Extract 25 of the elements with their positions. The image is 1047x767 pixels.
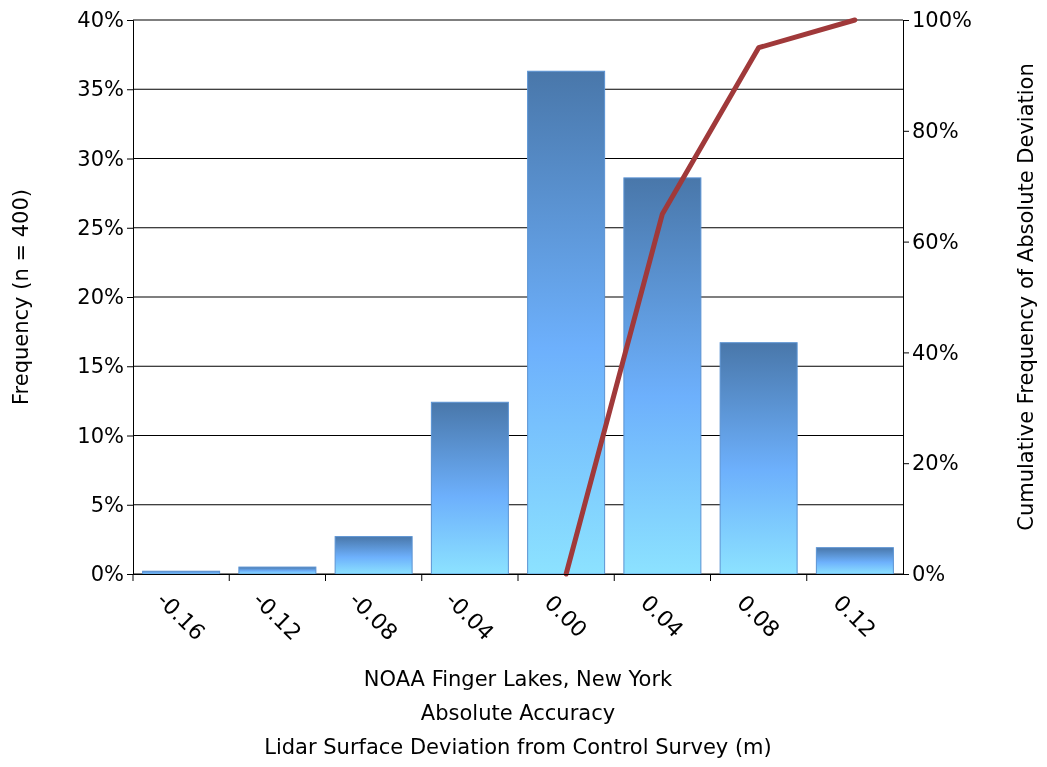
- bar: [527, 70, 606, 575]
- y2-tick-label: 100%: [912, 8, 973, 33]
- bar: [815, 547, 894, 575]
- y-tick-label: 30%: [77, 146, 124, 171]
- bar: [623, 177, 702, 575]
- y2-tick-label: 0%: [912, 562, 946, 587]
- bar: [334, 536, 413, 575]
- y2-tick-label: 60%: [912, 229, 959, 254]
- y2-tick-label: 80%: [912, 119, 959, 144]
- y2-tick-label: 20%: [912, 451, 959, 476]
- y-axis-title: Frequency (n = 400): [9, 189, 33, 405]
- bar: [719, 342, 798, 575]
- bar: [430, 401, 509, 575]
- y-tick-label: 25%: [77, 215, 124, 240]
- y2-tick-label: 40%: [912, 340, 959, 365]
- y-tick-label: 5%: [90, 492, 124, 517]
- y2-axis-title: Cumulative Frequency of Absolute Deviation: [1014, 63, 1038, 531]
- y-tick-label: 15%: [77, 354, 124, 379]
- x-axis-title: NOAA Finger Lakes, New York Absolute Accuracy Lidar Surface Deviation from Control Survey (m): [264, 667, 772, 759]
- y-tick-label: 20%: [77, 285, 124, 310]
- y-tick-label: 10%: [77, 423, 124, 448]
- y-tick-label: 40%: [77, 8, 124, 33]
- y-tick-label: 35%: [77, 77, 124, 102]
- y-tick-label: 0%: [90, 562, 124, 587]
- bar: [238, 566, 317, 575]
